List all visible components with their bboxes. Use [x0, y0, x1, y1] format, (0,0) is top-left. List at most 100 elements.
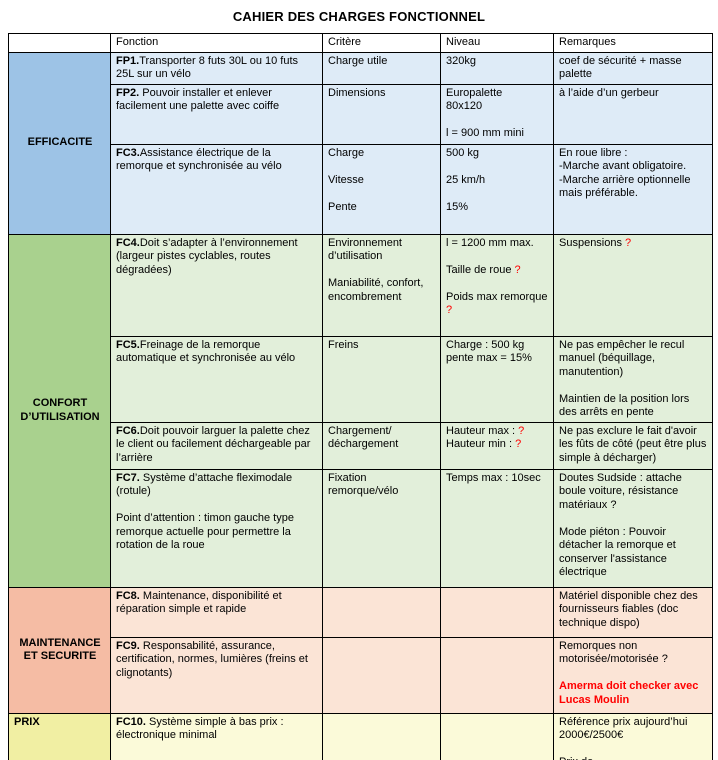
column-header: Fonction	[110, 33, 323, 53]
text-run: ?	[515, 438, 522, 450]
text-run: ?	[514, 263, 521, 276]
text-run: l = 1200 mm max. Taille de roue	[446, 236, 534, 276]
text-run: Doutes Sudside : attache boule voiture, …	[559, 471, 682, 579]
text-run: En roue libre : -Marche avant obligatoir…	[559, 146, 691, 200]
text-run: Doit s’adapter à l’environnement (largeu…	[116, 236, 298, 276]
column-header: Remarques	[553, 33, 713, 53]
text-run: FP1.	[116, 54, 140, 67]
category-cell-efficacite: EFFICACITE	[8, 51, 111, 235]
fonction-cell: FC5.Freinage de la remorque automatique …	[110, 335, 323, 423]
niveau-cell	[440, 636, 554, 714]
niveau-cell: Hauteur max : ? Hauteur min : ?	[440, 421, 554, 470]
remarques-cell: Ne pas exclure le fait d'avoir les fûts …	[553, 421, 713, 470]
niveau-cell	[440, 712, 554, 760]
table-row: FC3.Assistance électrique de la remorque…	[9, 143, 713, 235]
text-run: Hauteur max :	[446, 424, 519, 437]
text-run: FC9.	[116, 639, 140, 652]
fonction-cell: FC7. Système d’attache fleximodale (rotu…	[110, 468, 323, 588]
spec-table-head: Fonction Critère Niveau Remarques	[8, 33, 713, 53]
text-run: Assistance électrique de la remorque et …	[116, 146, 282, 173]
critere-cell: Freins	[322, 335, 441, 423]
fonction-cell: FC3.Assistance électrique de la remorque…	[110, 143, 323, 235]
category-cell-prix: PRIX	[8, 712, 111, 760]
column-header: Niveau	[440, 33, 554, 53]
text-run: Ne pas exclure le fait d'avoir les fûts …	[559, 424, 707, 464]
text-run: Système simple à bas prix : électronique…	[116, 715, 284, 742]
table-row: EFFICACITE FP1.Transporter 8 futs 30L ou …	[8, 51, 713, 235]
remarques-cell: Ne pas empêcher le recul manuel (béquill…	[553, 335, 713, 423]
critere-cell: Fixation remorque/vélo	[322, 468, 441, 588]
critere-cell	[322, 712, 441, 760]
fonction-cell: FC10. Système simple à bas prix : électr…	[110, 712, 323, 760]
critere-cell: Chargement/ déchargement	[322, 421, 441, 470]
table-row: MAINTENANCE ET SECURITE FC8. Maintenance,…	[8, 586, 713, 714]
text-run: Ne pas empêcher le recul manuel (béquill…	[559, 338, 690, 419]
text-run: Remorques non motorisée/motorisée ?	[559, 639, 668, 665]
table-row: FC9. Responsabilité, assurance, certific…	[9, 636, 713, 714]
remarques-cell: Doutes Sudside : attache boule voiture, …	[553, 468, 713, 588]
document-page: CAHIER DES CHARGES FONCTIONNEL Fonction C…	[0, 9, 718, 760]
spec-table: Fonction Critère Niveau Remarques EFFICACIT…	[8, 33, 713, 760]
text-run: Doit pouvoir larguer la palette chez le …	[116, 424, 311, 464]
page-title: CAHIER DES CHARGES FONCTIONNEL	[232, 9, 486, 24]
text-run: FC8.	[116, 589, 140, 602]
text-run: Transporter 8 futs 30L ou 10 futs 25L su…	[116, 54, 299, 81]
text-run: Référence prix aujourd’hui 2000€/2500€ P…	[559, 715, 688, 760]
remarques-cell: Suspensions ?	[553, 233, 713, 337]
text-run: Charge utile	[328, 54, 388, 67]
text-run: Charge : 500 kg pente max = 15%	[446, 338, 532, 365]
remarques-cell: Matériel disponible chez des fournisseur…	[553, 586, 713, 638]
niveau-cell: Charge : 500 kg pente max = 15%	[440, 335, 554, 423]
text-run: ?	[446, 304, 453, 316]
text-run: Europalette 80x120 l = 900 mm mini	[446, 86, 524, 140]
text-run: 500 kg 25 km/h 15%	[446, 146, 486, 213]
text-run: Amerma doit checker avec Lucas Moulin	[559, 680, 699, 706]
fonction-cell: FC6.Doit pouvoir larguer la palette chez…	[110, 421, 323, 470]
critere-cell: Environnement d’utilisation Maniabilité,…	[322, 233, 441, 337]
fonction-cell: FP2. Pouvoir installer et enlever facile…	[110, 83, 323, 145]
text-run: à l’aide d’un gerbeur	[559, 86, 659, 99]
text-run: Chargement/ déchargement	[328, 424, 399, 451]
niveau-cell	[440, 586, 554, 638]
niveau-cell: Europalette 80x120 l = 900 mm mini	[440, 83, 554, 145]
fonction-cell: FP1.Transporter 8 futs 30L ou 10 futs 25…	[110, 51, 323, 85]
category-cell-maintenance: MAINTENANCE ET SECURITE	[8, 586, 111, 714]
text-run: Fixation remorque/vélo	[328, 471, 399, 498]
table-row: PRIX FC10. Système simple à bas prix : él…	[8, 712, 713, 760]
remarques-cell: Référence prix aujourd’hui 2000€/2500€ P…	[553, 712, 713, 760]
critere-cell: Dimensions	[322, 83, 441, 145]
text-run: FC6.	[116, 424, 140, 437]
text-run: Temps max : 10sec	[446, 471, 541, 484]
text-run: Responsabilité, assurance, certification…	[116, 639, 308, 679]
critere-cell: Charge utile	[322, 51, 441, 85]
table-row: FC6.Doit pouvoir larguer la palette chez…	[9, 421, 713, 470]
text-run: Dimensions	[328, 86, 386, 99]
niveau-cell: 500 kg 25 km/h 15%	[440, 143, 554, 235]
text-run: FC4.	[116, 236, 140, 249]
header-row: Fonction Critère Niveau Remarques	[8, 33, 713, 53]
niveau-cell: 320kg	[440, 51, 554, 85]
niveau-cell: l = 1200 mm max. Taille de roue ? Poids …	[440, 233, 554, 337]
text-run: Hauteur min :	[446, 438, 513, 450]
critere-cell	[322, 636, 441, 714]
fonction-cell: FC9. Responsabilité, assurance, certific…	[110, 636, 323, 714]
text-run: FP2.	[116, 86, 140, 99]
table-row: FP2. Pouvoir installer et enlever facile…	[9, 83, 713, 145]
corner-header-cell	[8, 33, 111, 53]
niveau-cell: Temps max : 10sec	[440, 468, 554, 588]
text-run: FC3.	[116, 146, 140, 159]
text-run: Freins	[328, 338, 359, 351]
table-row: FC7. Système d’attache fleximodale (rotu…	[9, 468, 713, 588]
text-run: Pouvoir installer et enlever facilement …	[116, 86, 280, 113]
text-run: Poids max remorque	[446, 290, 548, 303]
text-run: Freinage de la remorque automatique et s…	[116, 338, 296, 365]
remarques-cell: à l’aide d’un gerbeur	[553, 83, 713, 145]
text-run: FC5.	[116, 338, 140, 351]
table-row: FC5.Freinage de la remorque automatique …	[9, 335, 713, 423]
critere-cell	[322, 586, 441, 638]
remarques-cell: Remorques non motorisée/motorisée ? Amer…	[553, 636, 713, 714]
fonction-cell: FC4.Doit s’adapter à l’environnement (la…	[110, 233, 323, 337]
category-cell-confort: CONFORT D’UTILISATION	[8, 233, 111, 588]
text-run: coef de sécurité + masse palette	[559, 54, 682, 81]
fonction-cell: FC8. Maintenance, disponibilité et répar…	[110, 586, 323, 638]
